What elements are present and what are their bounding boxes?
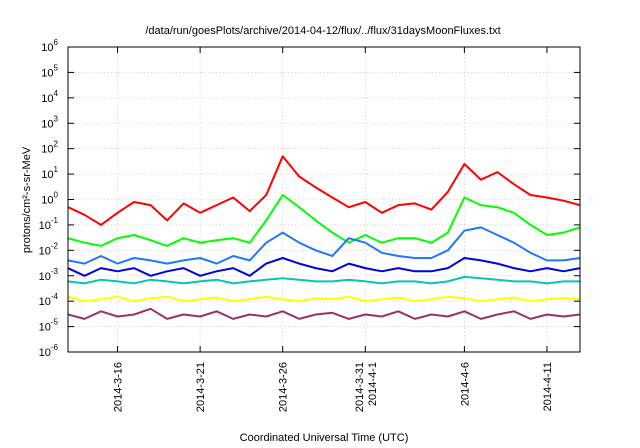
x-tick-label: 2014-4-1 [367, 362, 379, 406]
y-tick-exponent: 5 [54, 63, 59, 72]
series-line-3 [68, 226, 580, 265]
y-tick-label: 10-2 [39, 241, 59, 257]
y-tick-label: 103 [41, 114, 58, 130]
series-lines [68, 155, 580, 320]
y-tick-exponent: 0 [54, 191, 59, 200]
y-tick-base: 10 [41, 67, 53, 79]
y-tick-base: 10 [39, 347, 51, 359]
y-tick-exponent: -6 [51, 343, 59, 352]
y-tick-exponent: -5 [51, 318, 59, 327]
series-line-2 [68, 194, 580, 247]
y-tick-base: 10 [41, 169, 53, 181]
y-tick-exponent: 4 [54, 89, 59, 98]
y-tick-label: 10-5 [39, 318, 59, 334]
y-tick-label: 100 [41, 191, 58, 207]
series-line-4 [68, 257, 580, 277]
y-tick-base: 10 [41, 93, 53, 105]
y-tick-exponent: 3 [54, 114, 59, 123]
x-axis-label: Coordinated Universal Time (UTC) [240, 432, 409, 444]
axes: 10-610-510-410-310-210-11001011021031041… [39, 38, 580, 412]
y-tick-exponent: -2 [51, 241, 59, 250]
y-tick-label: 104 [41, 89, 58, 105]
y-tick-base: 10 [41, 144, 53, 156]
series-line-1 [68, 155, 580, 226]
y-tick-base: 10 [41, 118, 53, 130]
grid-lines [68, 47, 580, 352]
y-tick-label: 10-3 [39, 267, 59, 283]
y-tick-base: 10 [41, 195, 53, 207]
x-tick-label: 2014-3-16 [113, 362, 125, 412]
series-line-5 [68, 275, 580, 285]
y-tick-exponent: 1 [54, 165, 59, 174]
y-tick-label: 10-6 [39, 343, 59, 359]
x-tick-label: 2014-3-21 [195, 362, 207, 412]
chart-title: /data/run/goesPlots/archive/2014-04-12/f… [145, 25, 500, 37]
y-tick-base: 10 [39, 322, 51, 334]
y-tick-exponent: -3 [51, 267, 59, 276]
y-tick-base: 10 [39, 296, 51, 308]
x-tick-label: 2014-4-6 [459, 362, 471, 406]
y-tick-label: 10-1 [39, 216, 59, 232]
x-tick-label: 2014-4-11 [542, 362, 554, 411]
y-tick-label: 10-4 [39, 292, 59, 308]
y-tick-base: 10 [39, 220, 51, 232]
y-tick-base: 10 [41, 42, 53, 54]
y-tick-exponent: 2 [54, 140, 59, 149]
series-line-7 [68, 307, 580, 320]
x-tick-label: 2014-3-31 [354, 362, 366, 412]
y-axis-label-text: protons/cm²-s-sr-MeV [21, 146, 33, 253]
x-tick-label: 2014-3-26 [278, 362, 290, 412]
y-tick-label: 106 [41, 38, 58, 54]
y-axis-label: protons/cm²-s-sr-MeV [21, 146, 33, 253]
y-tick-label: 105 [41, 63, 58, 79]
y-tick-base: 10 [39, 271, 51, 283]
y-tick-base: 10 [39, 245, 51, 257]
y-tick-exponent: 6 [54, 38, 59, 47]
y-tick-label: 101 [41, 165, 58, 181]
series-line-6 [68, 295, 580, 303]
y-tick-exponent: -4 [51, 292, 59, 301]
y-tick-exponent: -1 [51, 216, 59, 225]
y-tick-label: 102 [41, 140, 58, 156]
